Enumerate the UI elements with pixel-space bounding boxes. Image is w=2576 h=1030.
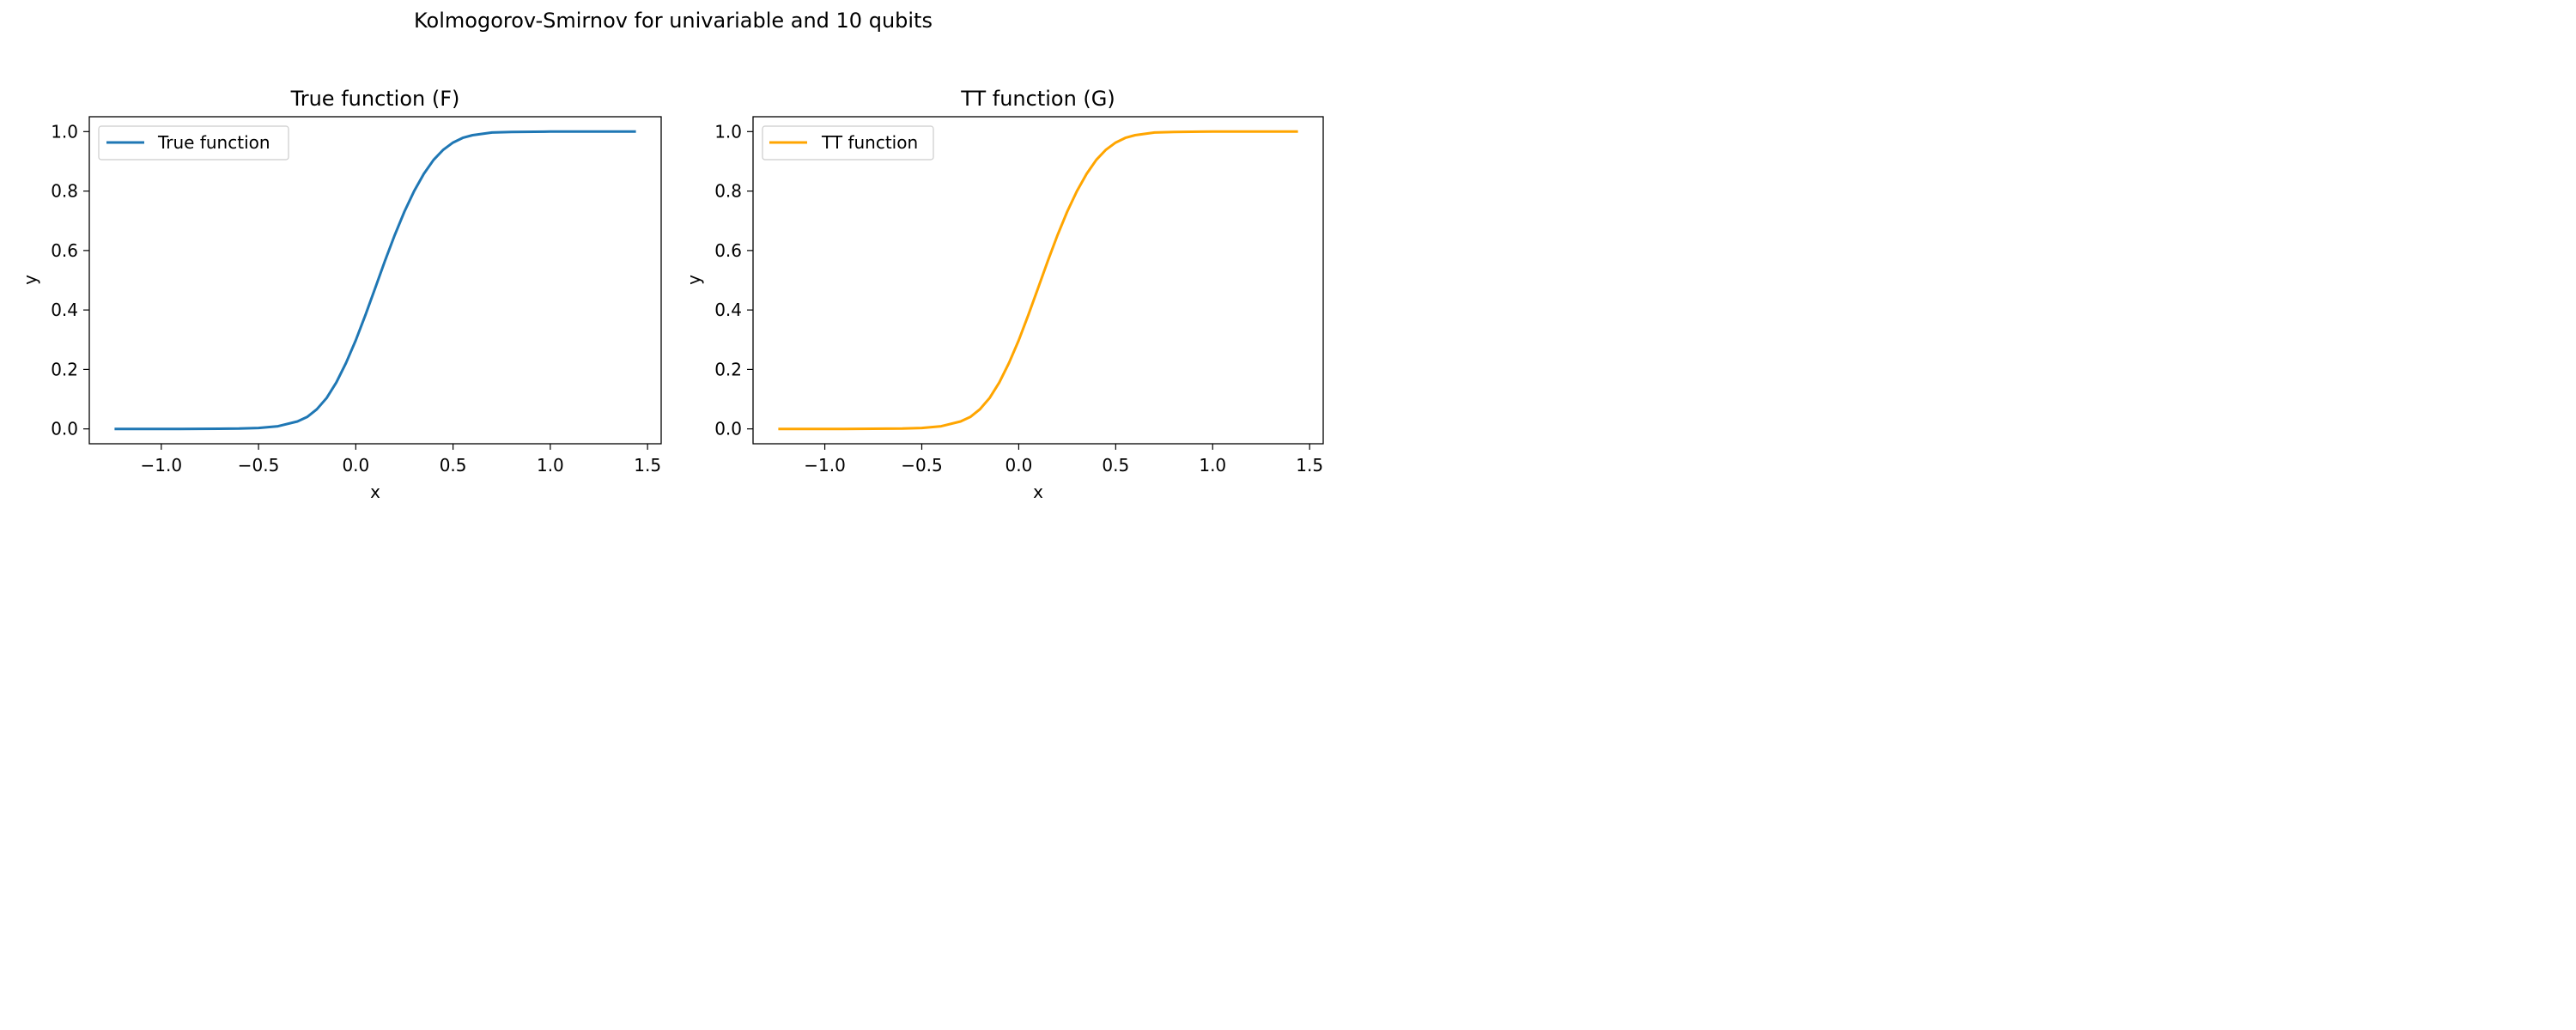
right-y-ticks: 0.0 0.2 0.4 0.6 0.8 1.0 xyxy=(714,121,753,439)
left-y-ticks: 0.0 0.2 0.4 0.6 0.8 1.0 xyxy=(51,121,89,439)
left-series-lines xyxy=(114,130,636,431)
left-x-ticks: −1.0 −0.5 0.0 0.5 1.0 1.5 xyxy=(141,444,661,476)
left-y-tick-label: 0.4 xyxy=(51,300,78,320)
left-x-tick-label: 1.5 xyxy=(634,455,661,476)
left-x-tick-label: 1.0 xyxy=(537,455,564,476)
left-y-tick-label: 0.6 xyxy=(51,240,78,261)
left-x-tick-label: −0.5 xyxy=(238,455,280,476)
left-legend-label: True function xyxy=(157,132,270,153)
right-legend: TT function xyxy=(762,125,934,161)
left-plot-area xyxy=(88,116,662,445)
left-x-axis-label: x xyxy=(370,482,380,502)
right-series-line xyxy=(778,130,1298,431)
figure-suptitle: Kolmogorov-Smirnov for univariable and 1… xyxy=(414,9,933,33)
left-x-tick-label: 0.5 xyxy=(440,455,467,476)
left-y-tick-label: 0.0 xyxy=(51,419,78,439)
right-plot-area xyxy=(752,116,1324,445)
right-x-tick-label: −0.5 xyxy=(901,455,943,476)
right-y-axis-label: y xyxy=(683,275,704,285)
left-x-tick-label: −1.0 xyxy=(141,455,183,476)
right-series-lines xyxy=(778,130,1298,431)
left-legend-box xyxy=(98,125,289,161)
right-y-tick-label: 0.2 xyxy=(714,359,742,379)
left-x-tick-label: 0.0 xyxy=(342,455,369,476)
left-subplot-title: True function (F) xyxy=(290,87,460,111)
right-x-axis-label: x xyxy=(1033,482,1043,502)
left-y-tick-label: 0.2 xyxy=(51,359,78,379)
figure: Kolmogorov-Smirnov for univariable and 1… xyxy=(20,9,1324,502)
right-subplot: TT function (G) −1.0 −0.5 0.0 0.5 1.0 1.5 0.0… xyxy=(683,87,1324,502)
right-y-tick-label: 1.0 xyxy=(714,121,742,142)
right-y-tick-label: 0.6 xyxy=(714,240,742,261)
right-x-ticks: −1.0 −0.5 0.0 0.5 1.0 1.5 xyxy=(804,444,1323,476)
right-legend-box xyxy=(762,125,934,161)
right-x-tick-label: 0.5 xyxy=(1102,455,1129,476)
right-y-tick-label: 0.4 xyxy=(714,300,742,320)
left-y-tick-label: 1.0 xyxy=(51,121,78,142)
right-subplot-title: TT function (G) xyxy=(960,87,1115,111)
right-y-tick-label: 0.0 xyxy=(714,419,742,439)
right-legend-label: TT function xyxy=(821,132,918,153)
right-y-tick-label: 0.8 xyxy=(714,181,742,202)
right-x-tick-label: 1.0 xyxy=(1199,455,1226,476)
right-x-tick-label: 0.0 xyxy=(1005,455,1033,476)
left-y-tick-label: 0.8 xyxy=(51,181,78,202)
left-subplot: True function (F) −1.0 −0.5 0.0 0.5 1.0 1.5 0… xyxy=(20,87,662,502)
left-series-line xyxy=(114,130,636,431)
left-y-axis-label: y xyxy=(20,275,40,285)
right-x-tick-label: 1.5 xyxy=(1296,455,1323,476)
right-x-tick-label: −1.0 xyxy=(804,455,846,476)
left-legend: True function xyxy=(98,125,289,161)
